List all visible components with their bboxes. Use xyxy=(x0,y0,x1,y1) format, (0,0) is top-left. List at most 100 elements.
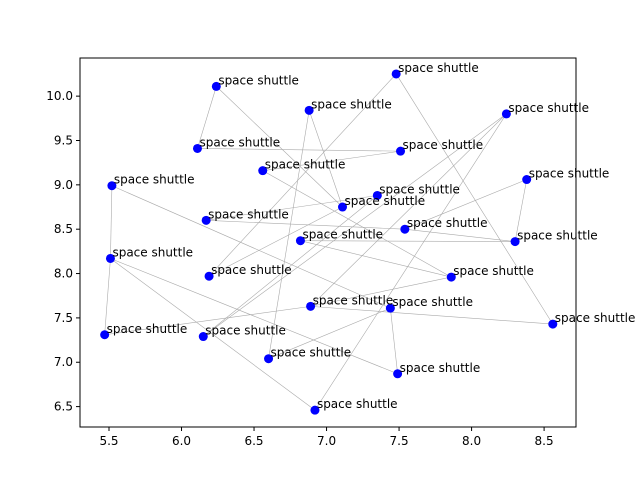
point-label: space shuttle xyxy=(517,229,598,243)
scatter-point xyxy=(501,109,511,119)
y-tick-label: 10.0 xyxy=(46,89,73,103)
connection-line xyxy=(110,185,113,259)
point-label: space shuttle xyxy=(398,61,479,75)
scatter-point xyxy=(400,224,410,234)
connection-line xyxy=(514,179,527,242)
connection-line xyxy=(110,258,316,411)
scatter-point xyxy=(522,175,532,185)
point-label: space shuttle xyxy=(379,182,460,196)
y-axis-ticks: 6.5 7.0 7.5 8.0 8.5 9.0 9.5 10.0 xyxy=(46,89,80,414)
connection-line xyxy=(390,308,398,374)
point-label: space shuttle xyxy=(317,397,398,411)
point-label: space shuttle xyxy=(205,324,286,338)
point-label: space shuttle xyxy=(112,245,193,259)
point-label: space shuttle xyxy=(114,173,195,187)
point-label: space shuttle xyxy=(311,97,392,111)
point-label: space shuttle xyxy=(208,207,289,221)
scatter-point xyxy=(264,354,274,364)
connection-line xyxy=(197,148,401,152)
connection-line xyxy=(395,73,554,325)
x-tick-label: 6.0 xyxy=(172,434,191,448)
scatter-point xyxy=(510,237,520,247)
connection-line xyxy=(111,185,391,309)
scatter-point xyxy=(304,105,314,115)
connection-line xyxy=(268,307,391,359)
y-tick-label: 8.5 xyxy=(54,222,73,236)
connection-line xyxy=(300,240,516,242)
scatter-point xyxy=(396,146,406,156)
y-tick-label: 9.0 xyxy=(54,178,73,192)
connection-line xyxy=(310,306,553,325)
scatter-point xyxy=(258,166,268,176)
axes-frame xyxy=(79,57,577,428)
scatter-point xyxy=(338,202,348,212)
y-tick-label: 8.0 xyxy=(54,267,73,281)
connection-line xyxy=(208,206,343,277)
point-label: space shuttle xyxy=(302,228,383,242)
point-label: space shuttle xyxy=(508,101,589,115)
point-label: space shuttle xyxy=(265,158,346,172)
connection-line xyxy=(206,195,378,221)
point-label: space shuttle xyxy=(555,311,636,325)
x-axis-ticks: 5.5 6.0 6.5 7.0 7.5 8.0 8.5 xyxy=(99,427,554,448)
scatter-point xyxy=(548,319,558,329)
x-tick-label: 7.5 xyxy=(390,434,409,448)
connection-line xyxy=(404,179,527,230)
point-label: space shuttle xyxy=(392,295,473,309)
scatter-point xyxy=(446,272,456,282)
connection-line xyxy=(203,113,507,337)
point-label: space shuttle xyxy=(211,263,292,277)
scatter-point xyxy=(391,69,401,79)
connection-line xyxy=(208,73,397,277)
connection-line xyxy=(300,240,452,278)
y-tick-label: 9.5 xyxy=(54,133,73,147)
scatter-point xyxy=(100,330,110,340)
connection-line xyxy=(310,113,507,307)
scatter-point xyxy=(372,190,382,200)
point-label: space shuttle xyxy=(345,194,426,208)
scatter-point xyxy=(310,405,320,415)
scatter-point xyxy=(204,271,214,281)
connection-line xyxy=(216,86,343,208)
point-label: space shuttle xyxy=(271,346,352,360)
connection-line xyxy=(310,276,452,307)
connection-line xyxy=(314,113,507,411)
connection-line xyxy=(262,170,452,278)
scatter-point xyxy=(192,143,202,153)
x-tick-label: 8.0 xyxy=(462,434,481,448)
y-tick-label: 6.5 xyxy=(54,400,73,414)
data-points xyxy=(100,69,558,415)
connection-line xyxy=(104,258,111,335)
point-label: space shuttle xyxy=(199,135,280,149)
scatter-point xyxy=(306,301,316,311)
scatter-point xyxy=(211,81,221,91)
x-tick-label: 8.5 xyxy=(535,434,554,448)
connection-line xyxy=(110,258,398,375)
x-tick-label: 6.5 xyxy=(244,434,263,448)
scatter-point xyxy=(198,332,208,342)
connection-line xyxy=(197,86,217,149)
point-label: space shuttle xyxy=(529,167,610,181)
scatter-point xyxy=(201,215,211,225)
point-label: space shuttle xyxy=(403,138,484,152)
connection-line xyxy=(268,110,310,359)
connection-lines xyxy=(104,73,554,411)
connection-line xyxy=(308,110,343,208)
point-label: space shuttle xyxy=(453,264,534,278)
connection-line xyxy=(206,220,405,230)
scatter-point xyxy=(105,253,115,263)
point-label: space shuttle xyxy=(107,322,188,336)
point-label: space shuttle xyxy=(400,361,481,375)
point-label: space shuttle xyxy=(313,293,394,307)
x-tick-label: 5.5 xyxy=(99,434,118,448)
scatter-point xyxy=(295,236,305,246)
y-tick-label: 7.0 xyxy=(54,355,73,369)
connection-line xyxy=(404,228,516,242)
x-tick-label: 7.0 xyxy=(317,434,336,448)
point-label: space shuttle xyxy=(218,73,299,87)
scatter-point xyxy=(393,369,403,379)
